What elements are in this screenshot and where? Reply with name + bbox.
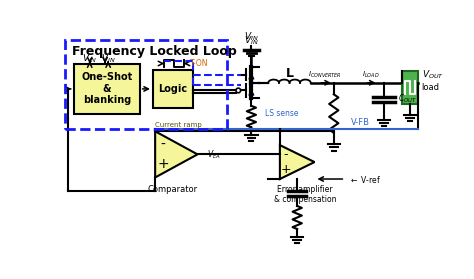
Bar (65, 40, 227, 129)
Text: T-ON: T-ON (190, 59, 208, 68)
Text: $V_{IN}$: $V_{IN}$ (244, 30, 259, 43)
Text: Comparator: Comparator (147, 185, 198, 194)
Bar (401, 71, 419, 104)
Text: One-Shot
&
blanking: One-Shot & blanking (82, 72, 133, 105)
Text: -: - (160, 137, 165, 151)
Text: $\leftarrow$ V-ref: $\leftarrow$ V-ref (349, 174, 382, 184)
Text: L: L (285, 67, 293, 80)
Text: load: load (421, 83, 439, 92)
Text: Error amplifier
& compensation: Error amplifier & compensation (273, 185, 336, 204)
Text: Frequency Locked Loop: Frequency Locked Loop (72, 45, 237, 59)
Bar (74, 64, 140, 114)
Text: $V_{OUT}$: $V_{OUT}$ (421, 69, 444, 81)
Text: +: + (157, 157, 169, 171)
Text: Logic: Logic (158, 84, 187, 94)
Polygon shape (280, 145, 315, 179)
Text: +: + (281, 163, 292, 176)
Text: $I_{CONVERTER}$: $I_{CONVERTER}$ (308, 70, 341, 80)
Text: -: - (284, 148, 288, 161)
Text: $C_{OUT}$: $C_{OUT}$ (398, 93, 417, 105)
Bar (153, 70, 193, 108)
Polygon shape (155, 131, 198, 177)
Text: V-FB: V-FB (351, 118, 370, 127)
Text: $V_{IN}$: $V_{IN}$ (101, 53, 116, 65)
Text: LS sense: LS sense (265, 109, 299, 118)
Text: $I_{LOAD}$: $I_{LOAD}$ (362, 70, 380, 80)
Text: Current ramp: Current ramp (155, 122, 201, 128)
Text: $V_{EA}$: $V_{EA}$ (207, 148, 220, 161)
Text: $V_{IN}$: $V_{IN}$ (244, 34, 259, 47)
Text: $V_{IN}$: $V_{IN}$ (82, 53, 97, 65)
Circle shape (236, 88, 241, 93)
